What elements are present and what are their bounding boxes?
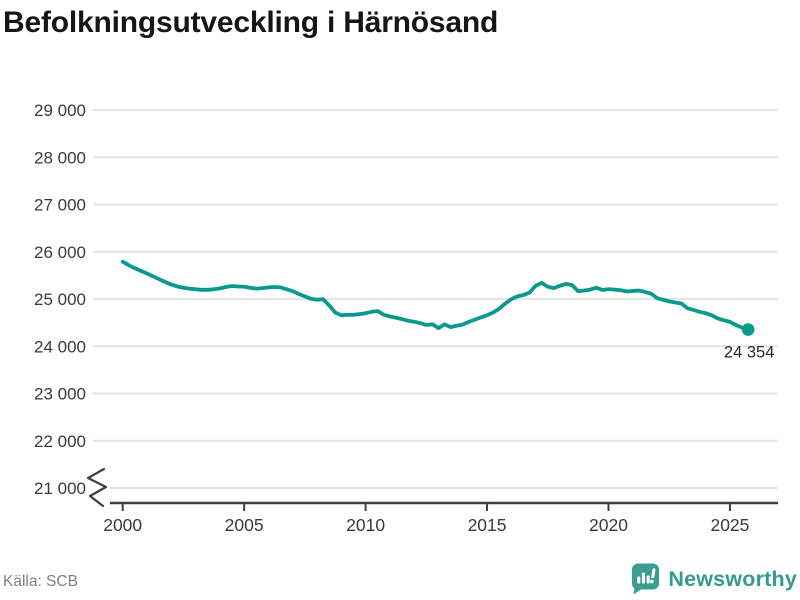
axis-break-icon — [86, 467, 108, 508]
population-line-chart: 29 000 28 000 27 000 26 000 25 000 24 000 23 0… — [34, 101, 778, 535]
x-axis-tick-label: 2000 — [103, 515, 142, 535]
end-point-value-label: 24 354 — [724, 344, 774, 362]
x-axis-tick-label: 2005 — [225, 515, 264, 535]
newsworthy-logo: Newsworthy — [631, 563, 797, 595]
x-axis-tick-label: 2015 — [468, 515, 507, 535]
newsworthy-wordmark: Newsworthy — [668, 566, 797, 591]
x-axis-tick-label: 2025 — [710, 515, 749, 535]
axis-break-mask — [87, 466, 110, 511]
y-axis-tick-label: 21 000 — [34, 479, 86, 498]
newsworthy-bubble-chart-icon — [632, 563, 660, 595]
chart-title: Befolkningsutveckling i Härnösand — [3, 6, 499, 39]
y-axis-tick-label: 26 000 — [34, 243, 86, 262]
x-axis-tick-label: 2010 — [346, 515, 385, 535]
y-axis-tick-label: 29 000 — [34, 101, 86, 120]
population-line — [120, 259, 751, 332]
y-axis-tick-label: 23 000 — [34, 385, 86, 404]
source-label: Källa: SCB — [3, 573, 78, 590]
y-axis-tick-label: 25 000 — [34, 290, 86, 309]
y-axis-tick-label: 28 000 — [34, 148, 86, 167]
end-point-dot — [741, 323, 755, 336]
chart-footer: Källa: SCB Newsworthy — [0, 560, 800, 600]
x-axis-tick-label: 2020 — [589, 515, 628, 535]
y-axis-tick-label: 22 000 — [34, 432, 86, 451]
y-axis-tick-label: 27 000 — [34, 196, 86, 215]
y-axis-tick-label: 24 000 — [34, 337, 86, 356]
